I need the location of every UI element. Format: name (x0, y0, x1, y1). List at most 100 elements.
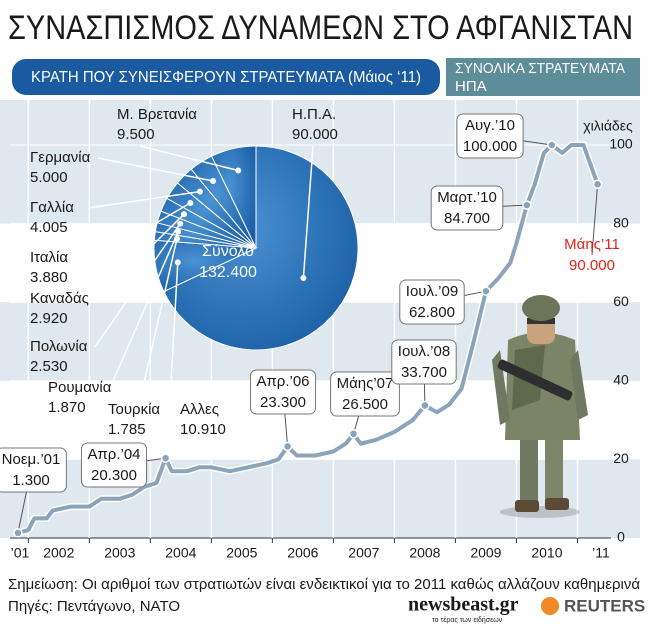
annotation-box (249, 369, 317, 415)
y-tick-label: 100 (609, 136, 633, 152)
agency: REUTERS (564, 596, 645, 615)
pie-value-label: 90.000 (292, 126, 338, 143)
pie-leader-dot (196, 188, 203, 195)
annotation-point (547, 140, 557, 150)
pie-leader-dot (210, 177, 217, 184)
pie-category-label: Αλλες (180, 401, 219, 418)
annotation-box (456, 113, 524, 159)
pie-category-label: Ρουμανία (48, 379, 112, 396)
line-banner (446, 58, 640, 96)
annotation-point (160, 453, 171, 463)
pie-total-value: 132.400 (199, 264, 257, 281)
annotation-box (391, 339, 457, 385)
brand: newsbeast.gr (408, 594, 519, 616)
x-tick-label: 2006 (287, 545, 318, 561)
annotation-value: 84.700 (444, 210, 490, 227)
line-title: ΣΥΝΟΛΙΚΑ ΣΤΡΑΤΕΥΜΑΤΑ (455, 60, 625, 77)
annotation-box (430, 185, 504, 231)
annotation-label: Μάης’11 (564, 236, 620, 253)
soldier-illustration (492, 295, 588, 518)
x-tick-label: ’01 (11, 545, 30, 561)
pie-category-label: Γερμανία (30, 149, 91, 166)
pie-value-label: 9.500 (117, 126, 155, 143)
agency-logo (541, 597, 559, 615)
x-tick-label: 2009 (470, 545, 501, 561)
pie-chart: Η.Π.Α. 90.000 Αλλες 10.910 Τουρκία 1.785 Ρουμα… (30, 106, 359, 438)
annotation-box (330, 371, 400, 417)
annotation-value: 1.300 (12, 472, 50, 489)
annotation-leader (591, 184, 599, 256)
annotation-box (399, 279, 465, 325)
pie-value-label: 3.880 (30, 269, 68, 286)
annotation-value: 62.800 (409, 304, 455, 321)
pie-leader (97, 157, 214, 182)
pie-leader (95, 202, 191, 259)
annotation-point (481, 286, 491, 296)
pie-leader-dot (187, 200, 194, 207)
y-tick-label: 60 (613, 293, 629, 309)
pie-leader (139, 145, 239, 172)
annotation-label: Ιουλ.’08 (398, 343, 450, 360)
annotation-label: Νοεμ.’01 (2, 451, 61, 468)
line-chart: 0 20 40 60 80 100 χιλιάδες ’01 2002 2003 2004 2005 2… (0, 100, 633, 561)
annotation-point (348, 429, 359, 439)
annotation-value: 26.500 (342, 396, 388, 413)
pie-value-label: 5.000 (30, 169, 68, 186)
annotation-label: Μάης’07 (337, 375, 394, 392)
x-tick-label: 2004 (165, 545, 196, 561)
data-line (17, 143, 600, 535)
pie-leader-dot (174, 259, 181, 266)
page-title: ΣΥΝΑΣΠΙΣΜΟΣ ΔΥΝΑΜΕΩΝ ΣΤΟ ΑΦΓΑΝΙΣΤΑΝ (8, 9, 633, 47)
annotation-point (522, 200, 532, 210)
pie-leader-dot (180, 211, 187, 218)
pie-title: ΚΡΑΤΗ ΠΟΥ ΣΥΝΕΙΣΦΕΡΟΥΝ ΣΤΡΑΤΕΥΜΑΤΑ (Μάιο… (31, 69, 421, 86)
brand-tagline: το τέρας των ειδήσεων (432, 616, 503, 624)
pie-value-label: 1.870 (48, 399, 86, 416)
annotation-box (0, 447, 67, 493)
pie-category-label: Ιταλία (30, 249, 68, 266)
pie-leader-dot (177, 220, 184, 227)
pie-value-label: 1.785 (108, 421, 146, 438)
y-axis-label: χιλιάδες (583, 118, 633, 134)
pie-banner (12, 59, 440, 95)
pie-value-label: 10.910 (180, 421, 226, 438)
annotation-label: Μαρτ.’10 (437, 189, 497, 206)
pie-value-label: 4.005 (30, 219, 68, 236)
pie-slice (210, 145, 257, 249)
y-tick-label: 40 (613, 372, 629, 388)
pie-leader (139, 238, 178, 401)
pie-value-label: 2.920 (30, 310, 68, 327)
grid-band (0, 100, 640, 145)
x-tick-label: 2002 (43, 545, 74, 561)
x-tick-label: 2010 (531, 545, 562, 561)
annotation-box (80, 442, 148, 488)
pie-leader (109, 231, 179, 389)
pie-leader (302, 145, 314, 279)
pie-category-label: Γαλλία (30, 199, 74, 216)
pie-category-label: Η.Π.Α. (292, 106, 336, 123)
y-tick-label: 20 (613, 450, 629, 466)
pie-value-label: 2.530 (30, 358, 68, 375)
footer-sources: Πηγές: Πεντάγωνο, NATO (8, 598, 180, 615)
pie-leader (97, 213, 185, 300)
x-tick-label: 2007 (348, 545, 379, 561)
annotation-label: Απρ.’04 (87, 446, 140, 463)
annotation-point (282, 441, 293, 452)
x-tick-label: 2003 (104, 545, 135, 561)
y-tick-label: 0 (617, 529, 625, 545)
y-tick-label: 80 (613, 214, 629, 230)
annotation-value: 90.000 (569, 257, 615, 274)
pie-category-label: Καναδάς (30, 290, 89, 307)
x-tick-label: 2008 (409, 545, 440, 561)
pie-leader (87, 190, 201, 209)
pie-category-label: Μ. Βρετανία (117, 106, 197, 123)
pie-leader-dot (300, 275, 307, 282)
x-tick-label: ’11 (592, 545, 610, 561)
pie-category-label: Πολωνία (30, 338, 88, 355)
pie-leader (94, 223, 181, 348)
annotation-label: Ιουλ.’09 (406, 283, 458, 300)
annotation-value: 20.300 (91, 467, 137, 484)
annotation-value: 100.000 (463, 138, 517, 155)
annotation-label: Απρ.’06 (256, 373, 309, 390)
